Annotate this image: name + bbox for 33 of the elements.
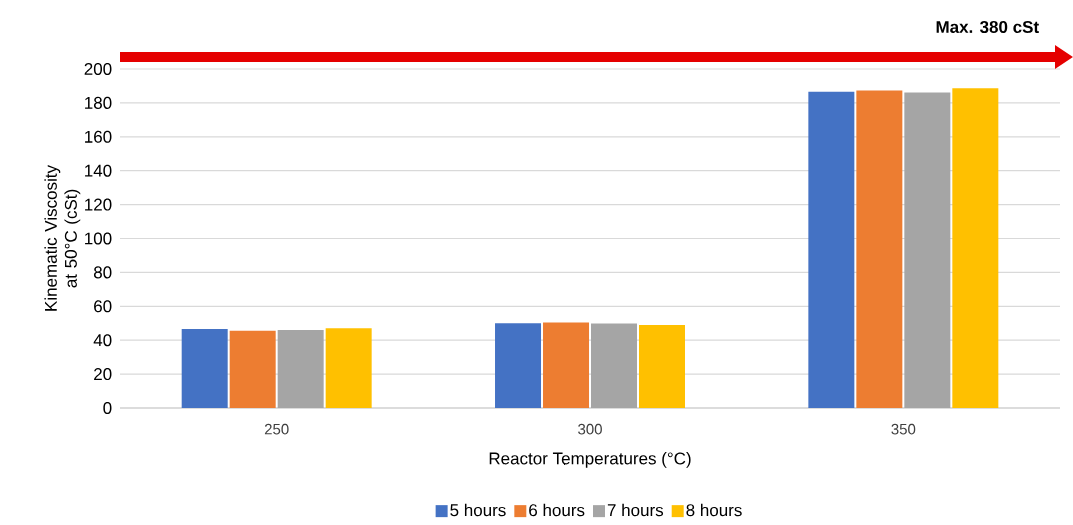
- bar: [181, 329, 228, 408]
- y-tick-label: 20: [94, 368, 112, 381]
- legend-label: 8 hours: [686, 503, 742, 517]
- bar: [952, 88, 999, 408]
- bar: [325, 328, 372, 408]
- bar: [591, 323, 638, 408]
- y-tick-label: 80: [93, 266, 112, 279]
- bar: [543, 322, 590, 408]
- y-tick-label: 180: [85, 96, 112, 109]
- bar: [808, 91, 855, 408]
- x-axis-title: Reactor Temperatures (°C): [489, 452, 691, 468]
- legend-label: 5 hours: [450, 503, 506, 517]
- text: Max. 380 cSt: [936, 20, 1039, 34]
- bar: [229, 330, 276, 408]
- y-tick-label: 160: [85, 130, 112, 143]
- y-tick-label: 120: [85, 198, 112, 211]
- y-tick-label: 60: [94, 300, 112, 313]
- bar: [495, 323, 542, 408]
- bar: [639, 324, 685, 408]
- y-tick-label: 200: [84, 62, 112, 76]
- y-tick-label: 40: [93, 334, 112, 347]
- y-tick-label: 140: [85, 164, 112, 177]
- legend-label: 6 hours: [529, 503, 585, 517]
- x-tick-label: 350: [891, 423, 916, 435]
- bar: [856, 90, 903, 408]
- bar: [904, 92, 951, 408]
- y-tick-label: 0: [103, 401, 112, 415]
- y-tick-label: 100: [85, 232, 112, 245]
- bar: [277, 330, 324, 408]
- legend-label: 7 hours: [607, 503, 664, 517]
- x-tick-label: 300: [578, 423, 602, 435]
- y-axis-title: Kinematic Viscosity at 50°C (cSt): [44, 164, 81, 311]
- x-tick-label: 250: [264, 423, 289, 435]
